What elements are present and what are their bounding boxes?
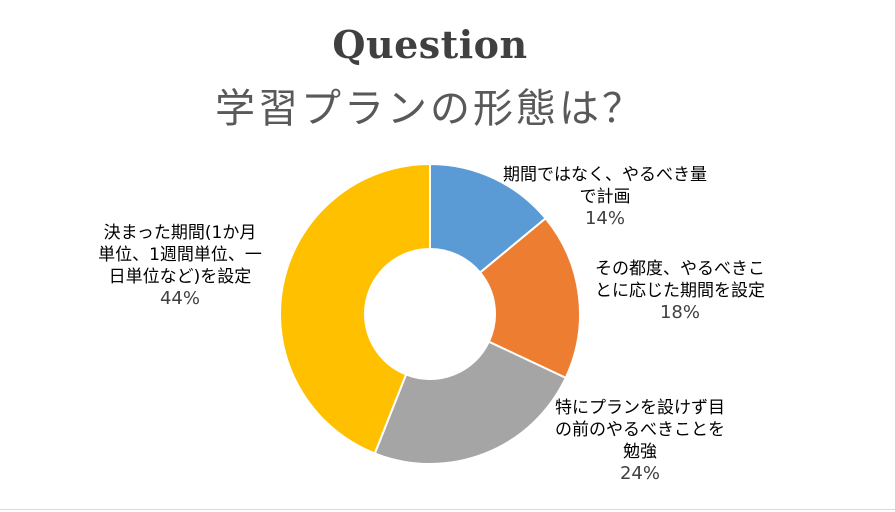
slice-label-line: とに応じた期間を設定 [595, 281, 765, 301]
slice-label-2: その都度、やるべきこ とに応じた期間を設定 18% [560, 258, 800, 324]
slice-label-line: その都度、やるべきこ [595, 259, 765, 279]
slice-value-label: 44% [159, 288, 200, 309]
donut-slice-4 [279, 162, 431, 455]
slice-label-line: の前のやるべきことを [555, 420, 725, 440]
slice-label-line: 勉強 [623, 442, 657, 462]
bottom-divider [0, 509, 895, 510]
slice-value-label: 24% [619, 463, 660, 484]
donut-slice-2 [478, 216, 581, 380]
slice-label-line: 日単位など)を設定 [108, 267, 252, 287]
donut-slice-3 [373, 340, 568, 465]
slice-value-label: 18% [659, 302, 700, 323]
slice-value-label: 14% [584, 208, 625, 229]
slice-label-line: 期間ではなく、やるべき量 [503, 165, 707, 185]
slice-label-line: 決まった期間(1か月 [103, 223, 257, 243]
chart-subtitle: 学習プランの形態は？ [215, 86, 645, 132]
slice-label-1: 期間ではなく、やるべき量 で計画 14% [470, 164, 740, 230]
slice-label-4: 決まった期間(1か月 単位、1週間単位、一 日単位など)を設定 44% [60, 222, 300, 310]
slice-label-line: 単位、1週間単位、一 [98, 245, 262, 265]
slice-label-line: で計画 [579, 187, 631, 207]
slice-label-3: 特にプランを設けず目 の前のやるべきことを 勉強 24% [520, 397, 760, 485]
chart-title: Question [332, 22, 528, 67]
slice-label-line: 特にプランを設けず目 [555, 398, 725, 418]
